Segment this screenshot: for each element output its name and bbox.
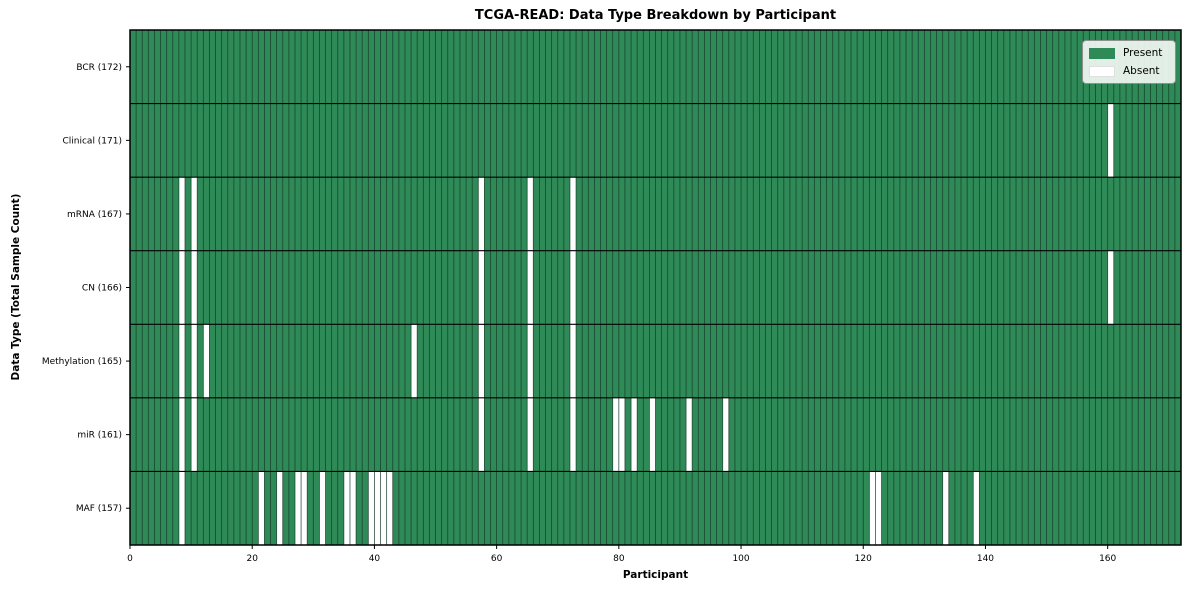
absent-cell (191, 397, 198, 472)
absent-cell (386, 471, 393, 545)
absent-cell (478, 250, 485, 325)
x-axis-label: Participant (622, 569, 689, 581)
absent-cell (942, 471, 949, 545)
absent-cell (1107, 250, 1114, 325)
x-tick-label: 100 (732, 554, 749, 564)
absent-cell (178, 397, 185, 472)
absent-cell (686, 397, 693, 472)
y-tick-label: mRNA (167) (67, 210, 122, 220)
x-tick-label: 160 (1099, 554, 1116, 564)
chart-title: TCGA-READ: Data Type Breakdown by Partic… (474, 8, 837, 23)
absent-cell (478, 177, 485, 251)
y-tick-label: BCR (172) (76, 63, 122, 73)
absent-cell (258, 471, 265, 545)
absent-cell (569, 177, 577, 251)
absent-cell (203, 324, 210, 398)
absent-cell (178, 324, 185, 398)
absent-cell (276, 471, 283, 545)
absent-cell (191, 324, 198, 398)
legend-item-present: Present (1089, 47, 1168, 59)
absent-cell (191, 177, 198, 251)
absent-cell (527, 177, 534, 251)
absent-cell (612, 397, 619, 472)
absent-cell (478, 324, 485, 398)
legend-label-present: Present (1123, 47, 1163, 59)
absent-cell (722, 397, 729, 472)
legend: Present Absent (1082, 40, 1176, 84)
absent-cell (349, 471, 357, 545)
absent-cell (178, 471, 185, 545)
absent-cell (411, 324, 418, 398)
absent-cell (527, 250, 534, 325)
absent-cell (569, 397, 577, 472)
absent-cell (631, 397, 638, 472)
absent-cell (343, 471, 350, 545)
present-swatch (1089, 47, 1115, 59)
absent-cell (368, 471, 375, 545)
y-tick-label: miR (161) (77, 431, 122, 441)
y-tick-label: Clinical (171) (62, 136, 122, 146)
x-tick-label: 80 (613, 554, 625, 564)
absent-swatch (1089, 65, 1115, 77)
legend-label-absent: Absent (1123, 65, 1160, 77)
x-tick-label: 120 (855, 554, 872, 564)
absent-cell (973, 471, 980, 545)
absent-cell (380, 471, 387, 545)
y-tick-label: CN (166) (82, 284, 122, 294)
x-tick-label: 0 (127, 554, 133, 564)
absent-cell (178, 250, 185, 325)
legend-item-absent: Absent (1089, 65, 1168, 77)
absent-cell (374, 471, 381, 545)
x-tick-label: 60 (491, 554, 503, 564)
absent-cell (569, 324, 577, 398)
absent-cell (178, 177, 185, 251)
y-tick-label: MAF (157) (76, 504, 122, 514)
absent-cell (527, 397, 534, 472)
absent-cell (875, 471, 882, 545)
absent-cell (191, 250, 198, 325)
absent-cell (1107, 103, 1114, 178)
absent-cell (569, 250, 577, 325)
x-tick-label: 20 (246, 554, 258, 564)
absent-cell (527, 324, 534, 398)
x-tick-label: 140 (977, 554, 994, 564)
absent-cell (319, 471, 326, 545)
absent-cell (618, 397, 625, 472)
absent-cell (294, 471, 302, 545)
y-tick-label: Methylation (165) (42, 357, 122, 367)
absent-cell (869, 471, 876, 545)
x-tick-label: 40 (369, 554, 381, 564)
absent-cell (649, 397, 656, 472)
absent-cell (301, 471, 308, 545)
absent-cell (478, 397, 485, 472)
